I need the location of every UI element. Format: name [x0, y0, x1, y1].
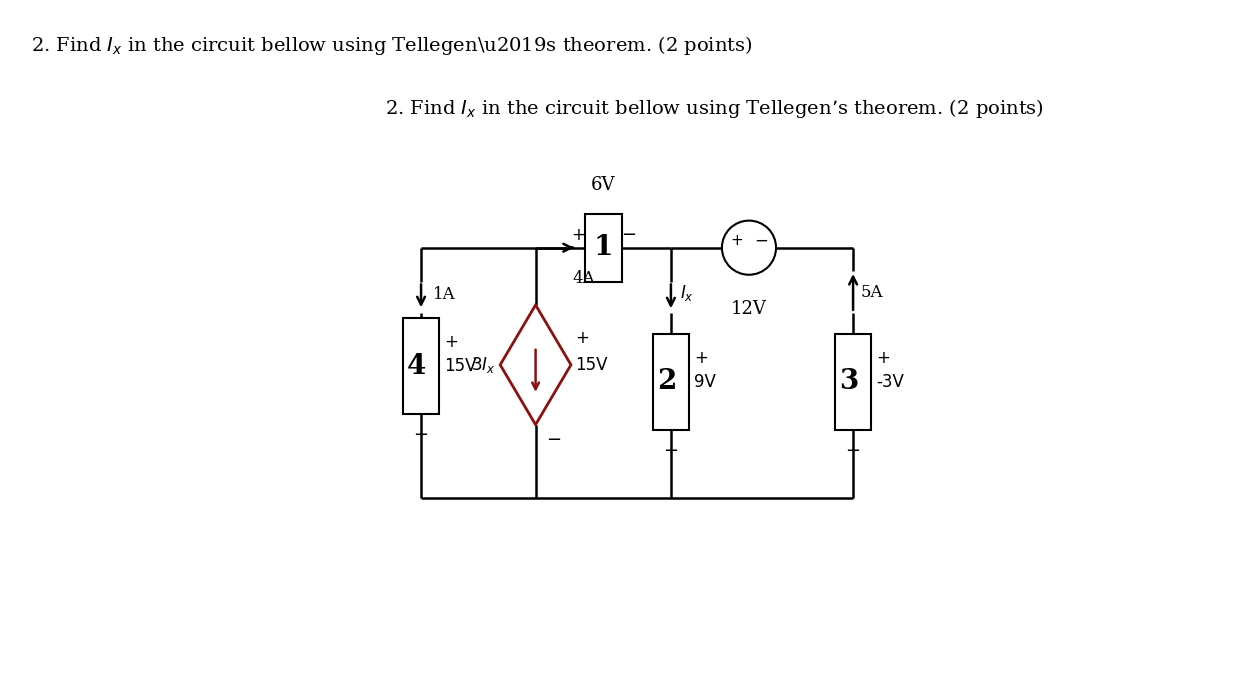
- Text: 2. Find $I_x$ in the circuit bellow using Tellegen\u2019s theorem. (2 points): 2. Find $I_x$ in the circuit bellow usin…: [31, 34, 753, 57]
- Text: −: −: [664, 441, 678, 460]
- Bar: [834, 333, 872, 430]
- Text: −: −: [413, 426, 428, 444]
- Text: 12V: 12V: [732, 299, 766, 318]
- Text: −: −: [620, 226, 636, 243]
- Text: 1A: 1A: [432, 286, 456, 303]
- Text: +: +: [444, 333, 458, 351]
- Circle shape: [722, 220, 776, 274]
- Text: 2: 2: [657, 368, 676, 395]
- Bar: [652, 333, 690, 430]
- Text: 6V: 6V: [591, 176, 615, 194]
- Text: 4A: 4A: [572, 270, 594, 287]
- Text: $3I_x$: $3I_x$: [470, 355, 495, 375]
- Text: 15V: 15V: [576, 356, 608, 374]
- Text: 9V: 9V: [695, 372, 717, 391]
- Text: 4: 4: [407, 353, 426, 380]
- Bar: [402, 318, 439, 414]
- Text: 5A: 5A: [860, 284, 884, 301]
- Text: 2. Find $I_x$ in the circuit bellow using Tellegen’s theorem. (2 points): 2. Find $I_x$ in the circuit bellow usin…: [385, 97, 1044, 120]
- Text: 15V: 15V: [444, 357, 477, 375]
- Text: +: +: [695, 349, 708, 366]
- Text: −: −: [846, 441, 860, 460]
- Bar: [584, 214, 621, 281]
- Text: 3: 3: [839, 368, 858, 395]
- Text: −: −: [546, 431, 561, 450]
- Text: 1: 1: [593, 234, 613, 261]
- Text: +: +: [877, 349, 890, 366]
- Text: -3V: -3V: [877, 372, 905, 391]
- Polygon shape: [500, 305, 571, 425]
- Text: $I_x$: $I_x$: [680, 283, 695, 304]
- Text: −: −: [754, 232, 768, 250]
- Text: +: +: [730, 233, 743, 248]
- Text: +: +: [571, 226, 586, 243]
- Text: +: +: [576, 329, 589, 347]
